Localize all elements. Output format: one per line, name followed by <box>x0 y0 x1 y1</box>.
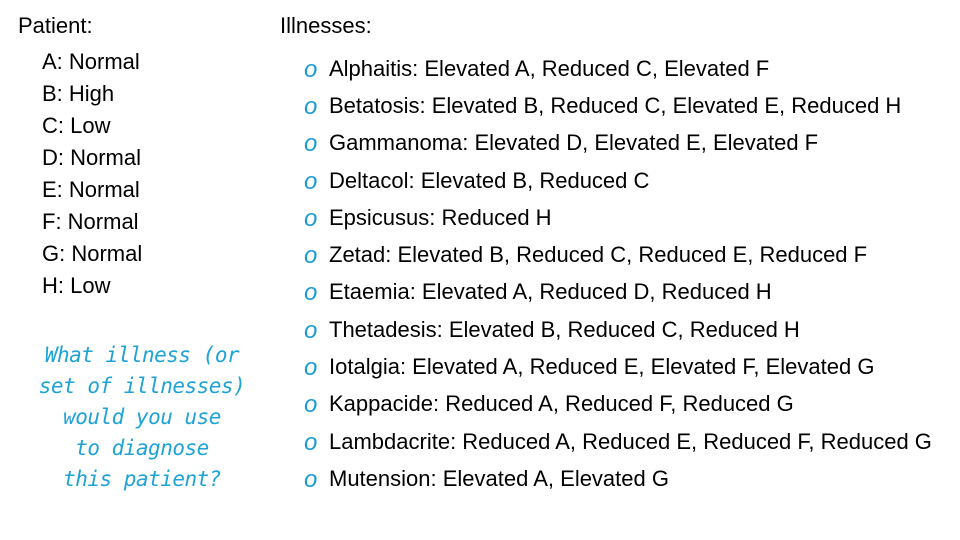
illness-description: Alphaitis: Elevated A, Reduced C, Elevat… <box>329 55 770 81</box>
illness-description: Etaemia: Elevated A, Reduced D, Reduced … <box>329 279 772 305</box>
patient-level-d: D: Normal <box>42 145 142 170</box>
bullet-icon: o <box>304 465 318 493</box>
illness-description: Kappacide: Reduced A, Reduced F, Reduced… <box>329 391 794 417</box>
illness-description: Iotalgia: Elevated A, Reduced E, Elevate… <box>329 354 875 380</box>
bullet-icon: o <box>304 92 318 120</box>
bullet-icon: o <box>304 391 318 419</box>
list-item: o Zetad: Elevated B, Reduced C, Reduced … <box>304 236 950 273</box>
bullet-icon: o <box>304 167 318 195</box>
bullet-icon: o <box>304 130 318 158</box>
bullet-icon: o <box>304 316 318 344</box>
illness-description: Gammanoma: Elevated D, Elevated E, Eleva… <box>329 130 819 156</box>
illnesses-panel: Illnesses: o Alphaitis: Elevated A, Redu… <box>280 12 950 498</box>
patient-heading: Patient: <box>18 13 93 38</box>
illness-description: Zetad: Elevated B, Reduced C, Reduced E,… <box>329 242 868 268</box>
patient-panel: Patient: A: Normal B: High C: Low D: Nor… <box>18 12 258 302</box>
bullet-icon: o <box>304 55 318 83</box>
illness-description: Epsicusus: Reduced H <box>329 204 552 230</box>
list-item: o Kappacide: Reduced A, Reduced F, Reduc… <box>304 386 950 423</box>
patient-levels-list: A: Normal B: High C: Low D: Normal E: No… <box>18 46 258 302</box>
illness-description: Deltacol: Elevated B, Reduced C <box>329 167 650 193</box>
list-item: o Gammanoma: Elevated D, Elevated E, Ele… <box>304 125 950 162</box>
patient-level-e: E: Normal <box>42 177 140 202</box>
patient-level-h: H: Low <box>42 273 111 298</box>
bullet-icon: o <box>304 279 318 307</box>
list-item: o Thetadesis: Elevated B, Reduced C, Red… <box>304 311 950 348</box>
illness-description: Thetadesis: Elevated B, Reduced C, Reduc… <box>329 316 800 342</box>
patient-level-a: A: Normal <box>42 49 140 74</box>
illness-description: Lambdacrite: Reduced A, Reduced E, Reduc… <box>329 428 932 454</box>
list-item: o Deltacol: Elevated B, Reduced C <box>304 162 950 199</box>
list-item: o Lambdacrite: Reduced A, Reduced E, Red… <box>304 423 950 460</box>
patient-level-f: F: Normal <box>42 209 139 234</box>
bullet-icon: o <box>304 428 318 456</box>
illness-description: Mutension: Elevated A, Elevated G <box>329 465 669 491</box>
list-item: o Etaemia: Elevated A, Reduced D, Reduce… <box>304 274 950 311</box>
bullet-icon: o <box>304 242 318 270</box>
patient-level-g: G: Normal <box>42 241 143 266</box>
illnesses-heading: Illnesses: <box>280 13 372 38</box>
illness-description: Betatosis: Elevated B, Reduced C, Elevat… <box>329 92 902 118</box>
bullet-icon: o <box>304 204 318 232</box>
diagnosis-question: What illness (or set of illnesses) would… <box>38 343 246 491</box>
list-item: o Iotalgia: Elevated A, Reduced E, Eleva… <box>304 348 950 385</box>
illness-list: o Alphaitis: Elevated A, Reduced C, Elev… <box>280 50 950 498</box>
list-item: o Alphaitis: Elevated A, Reduced C, Elev… <box>304 50 950 87</box>
list-item: o Mutension: Elevated A, Elevated G <box>304 460 950 497</box>
patient-level-b: B: High <box>42 81 115 106</box>
list-item: o Epsicusus: Reduced H <box>304 199 950 236</box>
bullet-icon: o <box>304 354 318 382</box>
patient-level-c: C: Low <box>42 113 111 138</box>
list-item: o Betatosis: Elevated B, Reduced C, Elev… <box>304 87 950 124</box>
